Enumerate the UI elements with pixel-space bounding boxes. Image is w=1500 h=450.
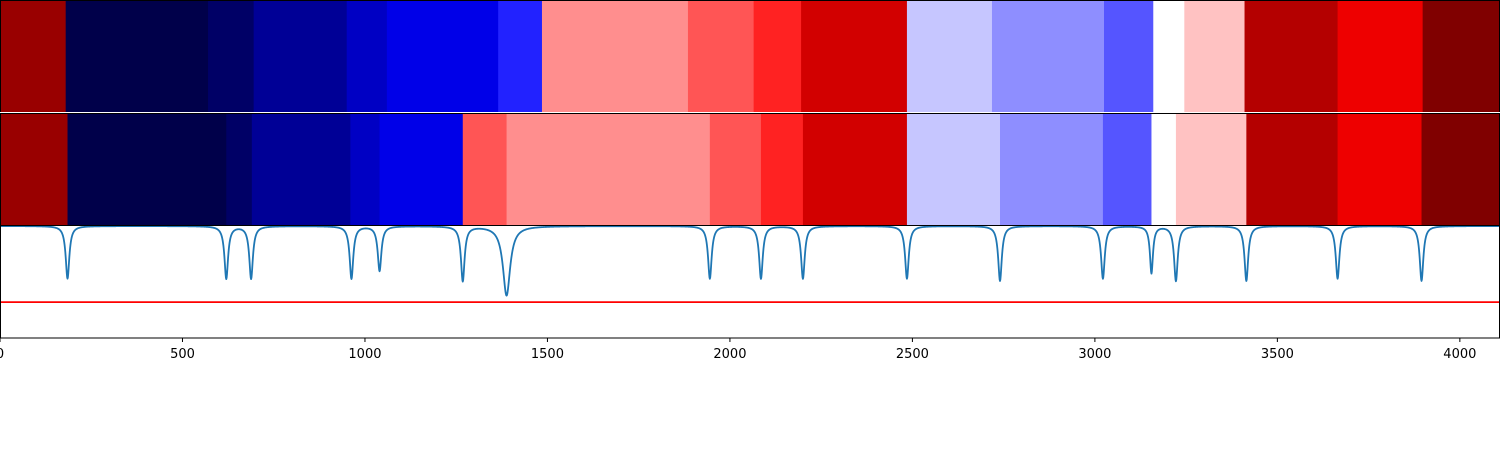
heat-cell-2-5 bbox=[350, 113, 381, 225]
dip-series-line bbox=[0, 225, 1500, 297]
heat-cell-2-7 bbox=[462, 113, 508, 225]
heat-cell-1-5 bbox=[346, 0, 388, 112]
x-tick-label-1000: 1000 bbox=[348, 347, 381, 362]
heat-cell-1-1 bbox=[0, 0, 67, 112]
x-tick-label-500: 500 bbox=[170, 347, 195, 362]
x-tick-label-2500: 2500 bbox=[896, 347, 929, 362]
heat-cell-1-7 bbox=[498, 0, 543, 112]
heat-cell-1-11 bbox=[801, 0, 908, 112]
x-tick-label-4000: 4000 bbox=[1443, 347, 1476, 362]
heat-cell-1-8 bbox=[541, 0, 689, 112]
heat-cell-2-13 bbox=[1000, 113, 1104, 225]
heat-cell-2-10 bbox=[760, 113, 804, 225]
x-tick-label-3000: 3000 bbox=[1078, 347, 1111, 362]
dip-panel bbox=[0, 225, 1500, 304]
heat-cell-1-2 bbox=[65, 0, 209, 112]
heat-cell-2-6 bbox=[379, 113, 464, 225]
heat-cell-1-9 bbox=[687, 0, 755, 112]
heat-cell-1-12 bbox=[906, 0, 993, 112]
heatmap-row-2 bbox=[0, 113, 1500, 225]
heat-cell-1-10 bbox=[753, 0, 802, 112]
heat-cell-1-18 bbox=[1337, 0, 1424, 112]
heat-cell-2-19 bbox=[1421, 113, 1500, 225]
heat-cell-1-4 bbox=[253, 0, 348, 112]
heat-cell-2-17 bbox=[1246, 113, 1339, 225]
heat-cell-2-15 bbox=[1151, 113, 1177, 225]
heat-cell-2-9 bbox=[709, 113, 762, 225]
heat-cell-2-3 bbox=[226, 113, 253, 225]
heat-cell-1-17 bbox=[1244, 0, 1339, 112]
heat-cell-2-12 bbox=[906, 113, 1001, 225]
x-tick-label-1500: 1500 bbox=[531, 347, 564, 362]
heat-cell-1-19 bbox=[1422, 0, 1500, 112]
x-axis: 0 500 1000 1500 2000 2500 3000 3500 4000 bbox=[0, 338, 1476, 362]
heat-cell-2-1 bbox=[0, 113, 69, 225]
x-tick-label-3500: 3500 bbox=[1261, 347, 1294, 362]
heat-cell-2-4 bbox=[251, 113, 351, 225]
heat-cell-2-16 bbox=[1175, 113, 1247, 225]
heat-cell-2-2 bbox=[67, 113, 227, 225]
heat-cell-1-16 bbox=[1184, 0, 1246, 112]
heatmap-row-1 bbox=[0, 0, 1500, 112]
heat-cell-2-8 bbox=[506, 113, 711, 225]
heat-cell-2-11 bbox=[802, 113, 908, 225]
heatmap-rows bbox=[0, 0, 1500, 225]
heat-cell-1-6 bbox=[386, 0, 499, 112]
x-tick-label-0: 0 bbox=[0, 347, 4, 362]
heat-cell-2-18 bbox=[1337, 113, 1423, 225]
heat-cell-1-15 bbox=[1153, 0, 1185, 112]
heat-cell-1-3 bbox=[208, 0, 255, 112]
heat-cell-1-13 bbox=[991, 0, 1105, 112]
x-tick-label-2000: 2000 bbox=[713, 347, 746, 362]
heat-cell-1-14 bbox=[1104, 0, 1154, 112]
heat-cell-2-14 bbox=[1102, 113, 1153, 225]
